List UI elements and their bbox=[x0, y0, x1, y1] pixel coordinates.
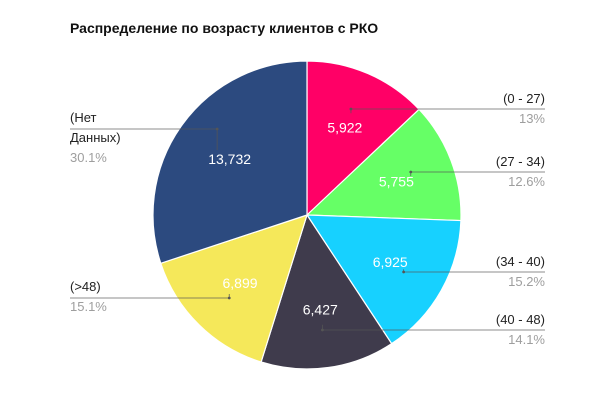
slice-percent-label: 14.1% bbox=[508, 332, 545, 347]
slice-percent-label: 30.1% bbox=[70, 150, 107, 165]
leader-dot bbox=[402, 270, 406, 274]
slice-category-label: (0 - 27) bbox=[503, 91, 545, 106]
slice-percent-label: 15.1% bbox=[70, 299, 107, 314]
pie-slice bbox=[305, 214, 462, 345]
slice-value-label: 6,427 bbox=[303, 302, 338, 318]
slice-category-label: Данных) bbox=[70, 130, 121, 145]
pie-slice bbox=[305, 108, 462, 222]
leader-dot bbox=[409, 170, 413, 174]
slice-value-label: 6,899 bbox=[223, 275, 258, 291]
chart-title: Распределение по возрасту клиентов с РКО bbox=[70, 20, 379, 36]
slice-value-label: 6,925 bbox=[373, 254, 408, 270]
slice-category-label: (40 - 48) bbox=[496, 312, 545, 327]
leader-dot bbox=[321, 328, 324, 332]
slice-percent-label: 12.6% bbox=[508, 174, 545, 189]
slice-category-label: (Нет bbox=[70, 110, 97, 125]
slice-value-label: 5,755 bbox=[379, 173, 414, 189]
slice-percent-label: 13% bbox=[519, 111, 545, 126]
leader-dot bbox=[215, 127, 219, 131]
slice-percent-label: 15.2% bbox=[508, 274, 545, 289]
slice-category-label: (27 - 34) bbox=[496, 154, 545, 169]
pie-slice bbox=[306, 60, 420, 217]
slice-category-label: (>48) bbox=[70, 279, 101, 294]
slice-category-label: (34 - 40) bbox=[496, 254, 545, 269]
pie-slice bbox=[260, 213, 393, 370]
pie-slice bbox=[152, 60, 308, 265]
leader-dot bbox=[349, 107, 353, 111]
leader-dot bbox=[227, 296, 231, 300]
slice-value-label: 13,732 bbox=[208, 151, 251, 167]
slice-value-label: 5,922 bbox=[327, 119, 362, 135]
